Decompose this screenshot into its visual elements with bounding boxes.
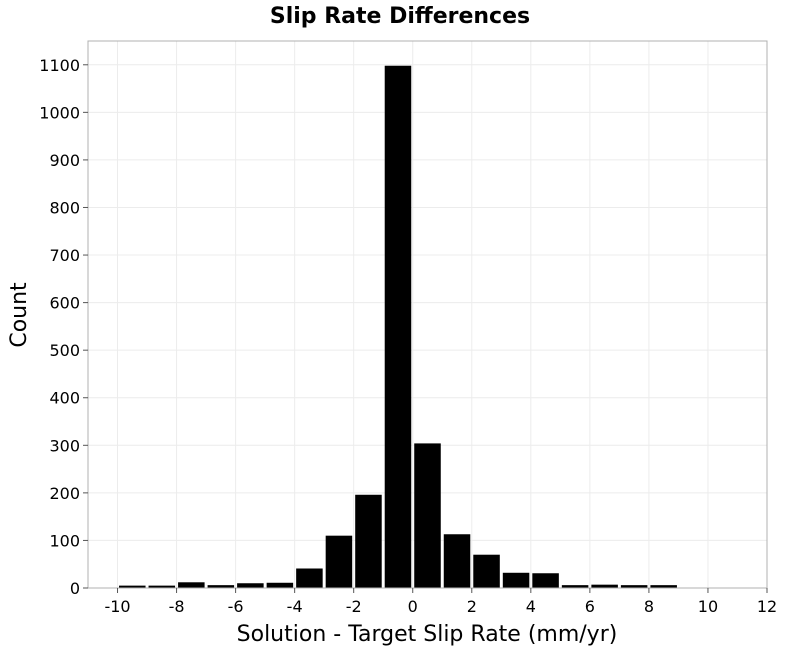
histogram-bar (296, 568, 323, 588)
histogram-bar (237, 583, 264, 588)
y-tick-label: 800 (49, 198, 80, 217)
x-tick-label: 0 (408, 597, 418, 616)
histogram-bar (178, 582, 205, 588)
x-tick-label: -4 (287, 597, 303, 616)
bars (119, 65, 677, 589)
histogram-bar (325, 535, 353, 588)
x-tick-label: -6 (228, 597, 244, 616)
histogram-bar (650, 585, 677, 588)
y-tick-label: 100 (49, 531, 80, 550)
chart-title: Slip Rate Differences (270, 4, 530, 29)
x-tick-label: -2 (346, 597, 362, 616)
histogram-bar (591, 584, 618, 588)
x-axis-label: Solution - Target Slip Rate (mm/yr) (237, 622, 618, 647)
x-tick-label: 6 (585, 597, 595, 616)
x-tick-label: 12 (757, 597, 777, 616)
y-tick-label: 600 (49, 294, 80, 313)
y-tick-label: 300 (49, 436, 80, 455)
histogram-bar (561, 585, 589, 588)
histogram-bar (414, 443, 441, 588)
x-tick-label: 2 (467, 597, 477, 616)
histogram-bar (620, 585, 648, 588)
histogram-bar (443, 534, 471, 588)
x-tick-label: -8 (169, 597, 185, 616)
y-tick-label: 900 (49, 151, 80, 170)
histogram-bar (207, 585, 235, 588)
histogram-bar (148, 585, 176, 588)
y-axis-ticks: 0 100 200 300 400 500 600 700 800 900 1000 1100 (39, 56, 88, 598)
y-tick-label: 200 (49, 484, 80, 503)
x-tick-label: 10 (698, 597, 718, 616)
x-tick-label: -10 (104, 597, 130, 616)
y-tick-label: 700 (49, 246, 80, 265)
x-axis-ticks: -10 -8 -6 -4 -2 0 2 4 6 8 10 12 (104, 588, 777, 616)
x-tick-label: 8 (644, 597, 654, 616)
histogram-bar (384, 65, 412, 589)
x-tick-label: 4 (526, 597, 536, 616)
y-tick-label: 400 (49, 389, 80, 408)
y-tick-label: 0 (70, 579, 80, 598)
plot-frame (87, 40, 768, 589)
histogram-bar (473, 554, 500, 588)
y-tick-label: 500 (49, 341, 80, 360)
histogram-bar (502, 572, 530, 588)
histogram-bar (119, 585, 146, 588)
y-axis-label: Count (7, 282, 32, 348)
histogram-bar (355, 494, 382, 588)
y-tick-label: 1000 (39, 103, 80, 122)
histogram-bar (266, 582, 294, 588)
y-tick-label: 1100 (39, 56, 80, 75)
histogram-bar (532, 573, 559, 588)
